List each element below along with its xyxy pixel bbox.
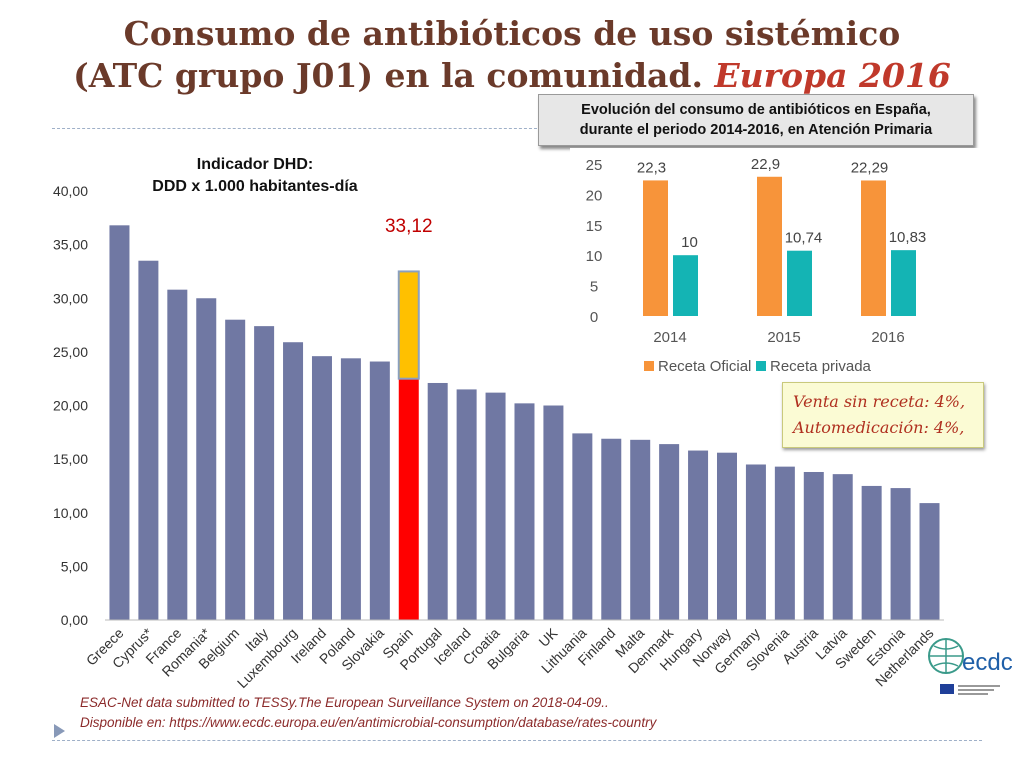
slide-title-line1: Consumo de antibióticos de uso sistémico [123,14,901,53]
bar-latvia [832,474,853,620]
title-accent: Europa 2016 [714,56,951,95]
indicator-line2: DDD x 1.000 habitantes-día [152,178,358,195]
bar-hungary [688,450,709,620]
inset-value-label: 10,74 [785,230,823,247]
bar-lithuania [572,433,593,620]
bar-greece [109,225,130,620]
inset-value-label: 10 [681,234,698,251]
inset-value-label: 22,29 [851,159,889,176]
y-tick-label: 30,00 [53,290,88,306]
divider-bottom [52,740,982,741]
bar-germany [745,464,766,620]
callout-line2: durante el periodo 2014-2016, en Atenció… [579,122,933,138]
bar-poland [340,358,361,620]
eu-flag-icon [940,684,954,694]
bullet-arrow-icon [54,724,65,738]
y-tick-label: 40,00 [53,183,88,199]
spain-evolution-callout: Evolución del consumo de antibióticos en… [538,94,974,146]
otc-line1: Venta sin receta: 4%, [793,392,966,411]
bar-norway [716,452,737,620]
inset-x-tick: 2016 [871,329,904,346]
inset-x-tick: 2014 [653,329,686,346]
inset-y-tick: 25 [586,157,603,174]
bar-portugal [427,382,448,620]
bar-slovenia [774,466,795,620]
bar-belgium [225,319,246,620]
bar-luxembourg [283,342,304,620]
spain-evolution-chart: 0 5 10 15 20 25 22,3 10 2014 22,9 10,74 2015 22,29 10… [570,148,980,378]
inset-y-tick: 5 [590,279,598,296]
legend-label-0: Receta Oficial [658,358,751,375]
spain-total-label: 33,12 [385,216,433,237]
divider-top [52,128,542,129]
inset-y-tick: 15 [586,218,603,235]
bar-bulgaria [514,403,535,620]
bar-spain-base [398,378,419,620]
bar-spain-top [397,270,420,380]
inset-value-label: 10,83 [889,229,927,246]
y-tick-label: 0,00 [61,612,88,628]
inset-bar-2016-1 [891,250,916,316]
bar-cyprus [138,260,159,620]
legend-swatch-0 [644,361,654,371]
source-line1: ESAC-Net data submitted to TESSy.The Eur… [80,695,609,710]
inset-y-tick: 10 [586,248,603,265]
bar-austria [803,471,824,620]
legend-swatch-1 [756,361,766,371]
inset-bar-2016-0 [861,180,886,316]
y-tick-label: 25,00 [53,344,88,360]
y-tick-label: 5,00 [61,558,88,574]
bar-denmark [659,444,680,620]
bar-uk [543,405,564,620]
bar-malta [630,439,651,620]
inset-x-tick: 2015 [767,329,800,346]
bar-estonia [890,488,911,620]
otc-line2: Automedicación: 4%, [793,418,965,437]
source-line2: Disponible en: https://www.ecdc.europa.e… [80,715,657,730]
legend-label-1: Receta privada [770,358,872,375]
bar-france [167,289,188,620]
inset-bar-2015-0 [757,176,782,316]
bar-romania [196,298,217,620]
indicator-line1: Indicador DHD: [196,156,314,173]
indicator-label: Indicador DHD: DDD x 1.000 habitantes-dí… [120,154,390,198]
callout-line1: Evolución del consumo de antibióticos en… [581,102,931,118]
y-tick-label: 35,00 [53,237,88,253]
slide-title-line2: (ATC grupo J01) en la comunidad. Europa … [0,56,1024,95]
inset-bar-2014-0 [643,180,668,316]
bar-slovakia [369,361,390,620]
y-tick-label: 20,00 [53,398,88,414]
inset-bar-2014-1 [673,255,698,316]
bar-finland [601,438,622,620]
inset-value-label: 22,9 [751,156,780,173]
source-citation: ESAC-Net data submitted to TESSy.The Eur… [80,693,656,733]
y-tick-label: 15,00 [53,451,88,467]
ecdc-logo: ecdc [928,638,1012,695]
inset-y-tick: 20 [586,187,603,204]
bar-sweden [861,485,882,620]
otc-note: Venta sin receta: 4%, Automedicación: 4%… [782,382,984,448]
bar-italy [254,326,275,620]
y-tick-label: 10,00 [53,505,88,521]
bar-iceland [456,389,477,620]
bar-croatia [485,392,506,620]
logo-text: ecdc [962,649,1012,676]
inset-value-label: 22,3 [637,159,666,176]
inset-y-tick: 0 [590,309,598,326]
bar-ireland [311,356,332,620]
title-main: (ATC grupo J01) en la comunidad. [73,56,703,95]
inset-bar-2015-1 [787,250,812,316]
bar-netherlands [919,503,940,620]
